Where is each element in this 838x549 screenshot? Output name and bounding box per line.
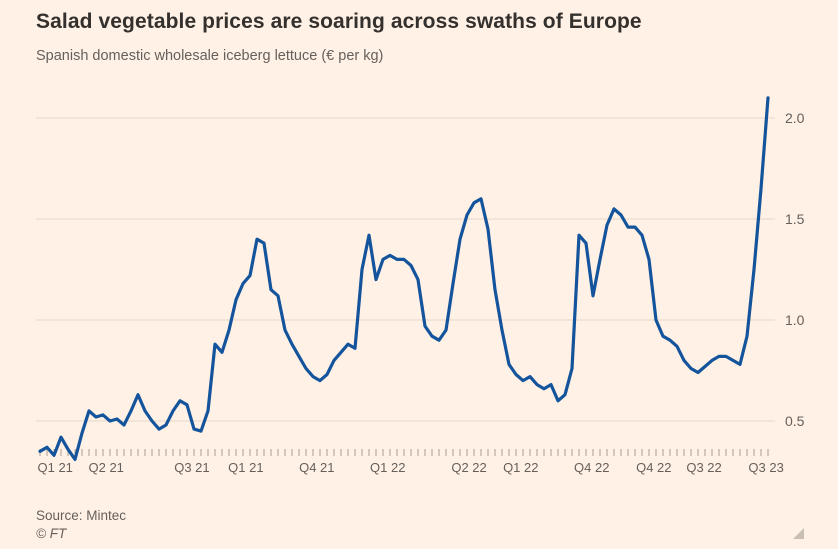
x-tick-label: Q1 21 bbox=[228, 460, 264, 475]
x-tick-label: Q2 22 bbox=[451, 460, 487, 475]
x-tick-label: Q2 21 bbox=[88, 460, 124, 475]
x-axis-ticks bbox=[39, 449, 769, 456]
y-tick-label: 0.5 bbox=[785, 413, 805, 429]
chart-subtitle: Spanish domestic wholesale iceberg lettu… bbox=[36, 48, 384, 64]
chart-title: Salad vegetable prices are soaring acros… bbox=[36, 10, 642, 33]
x-tick-label: Q3 22 bbox=[686, 460, 722, 475]
x-tick-label: Q3 21 bbox=[174, 460, 210, 475]
y-tick-label: 1.5 bbox=[785, 211, 805, 227]
x-tick-label: Q3 23 bbox=[748, 460, 784, 475]
resize-handle-icon bbox=[793, 528, 804, 539]
ft-credit: © FT bbox=[36, 526, 67, 541]
x-tick-label: Q1 22 bbox=[503, 460, 539, 475]
price-line bbox=[38, 96, 770, 461]
x-tick-label: Q1 22 bbox=[370, 460, 406, 475]
x-tick-label: Q4 22 bbox=[574, 460, 610, 475]
source-text: Source: Mintec bbox=[36, 508, 127, 523]
gridlines bbox=[36, 117, 775, 422]
x-tick-label: Q1 21 bbox=[37, 460, 73, 475]
y-tick-label: 1.0 bbox=[785, 312, 805, 328]
y-tick-label: 2.0 bbox=[785, 110, 805, 126]
x-tick-label: Q4 22 bbox=[636, 460, 672, 475]
x-tick-label: Q4 21 bbox=[299, 460, 335, 475]
